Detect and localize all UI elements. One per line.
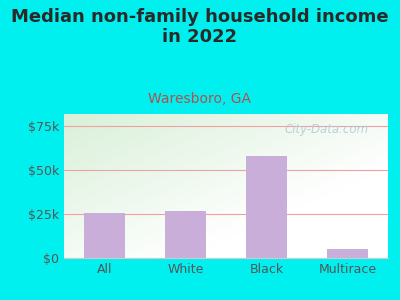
Bar: [84, 213, 125, 258]
Bar: [246, 156, 287, 258]
Text: City-Data.com: City-Data.com: [284, 123, 368, 136]
Text: Median non-family household income
in 2022: Median non-family household income in 20…: [11, 8, 389, 46]
Bar: [327, 249, 368, 258]
Bar: [165, 212, 206, 258]
Text: Waresboro, GA: Waresboro, GA: [148, 92, 252, 106]
